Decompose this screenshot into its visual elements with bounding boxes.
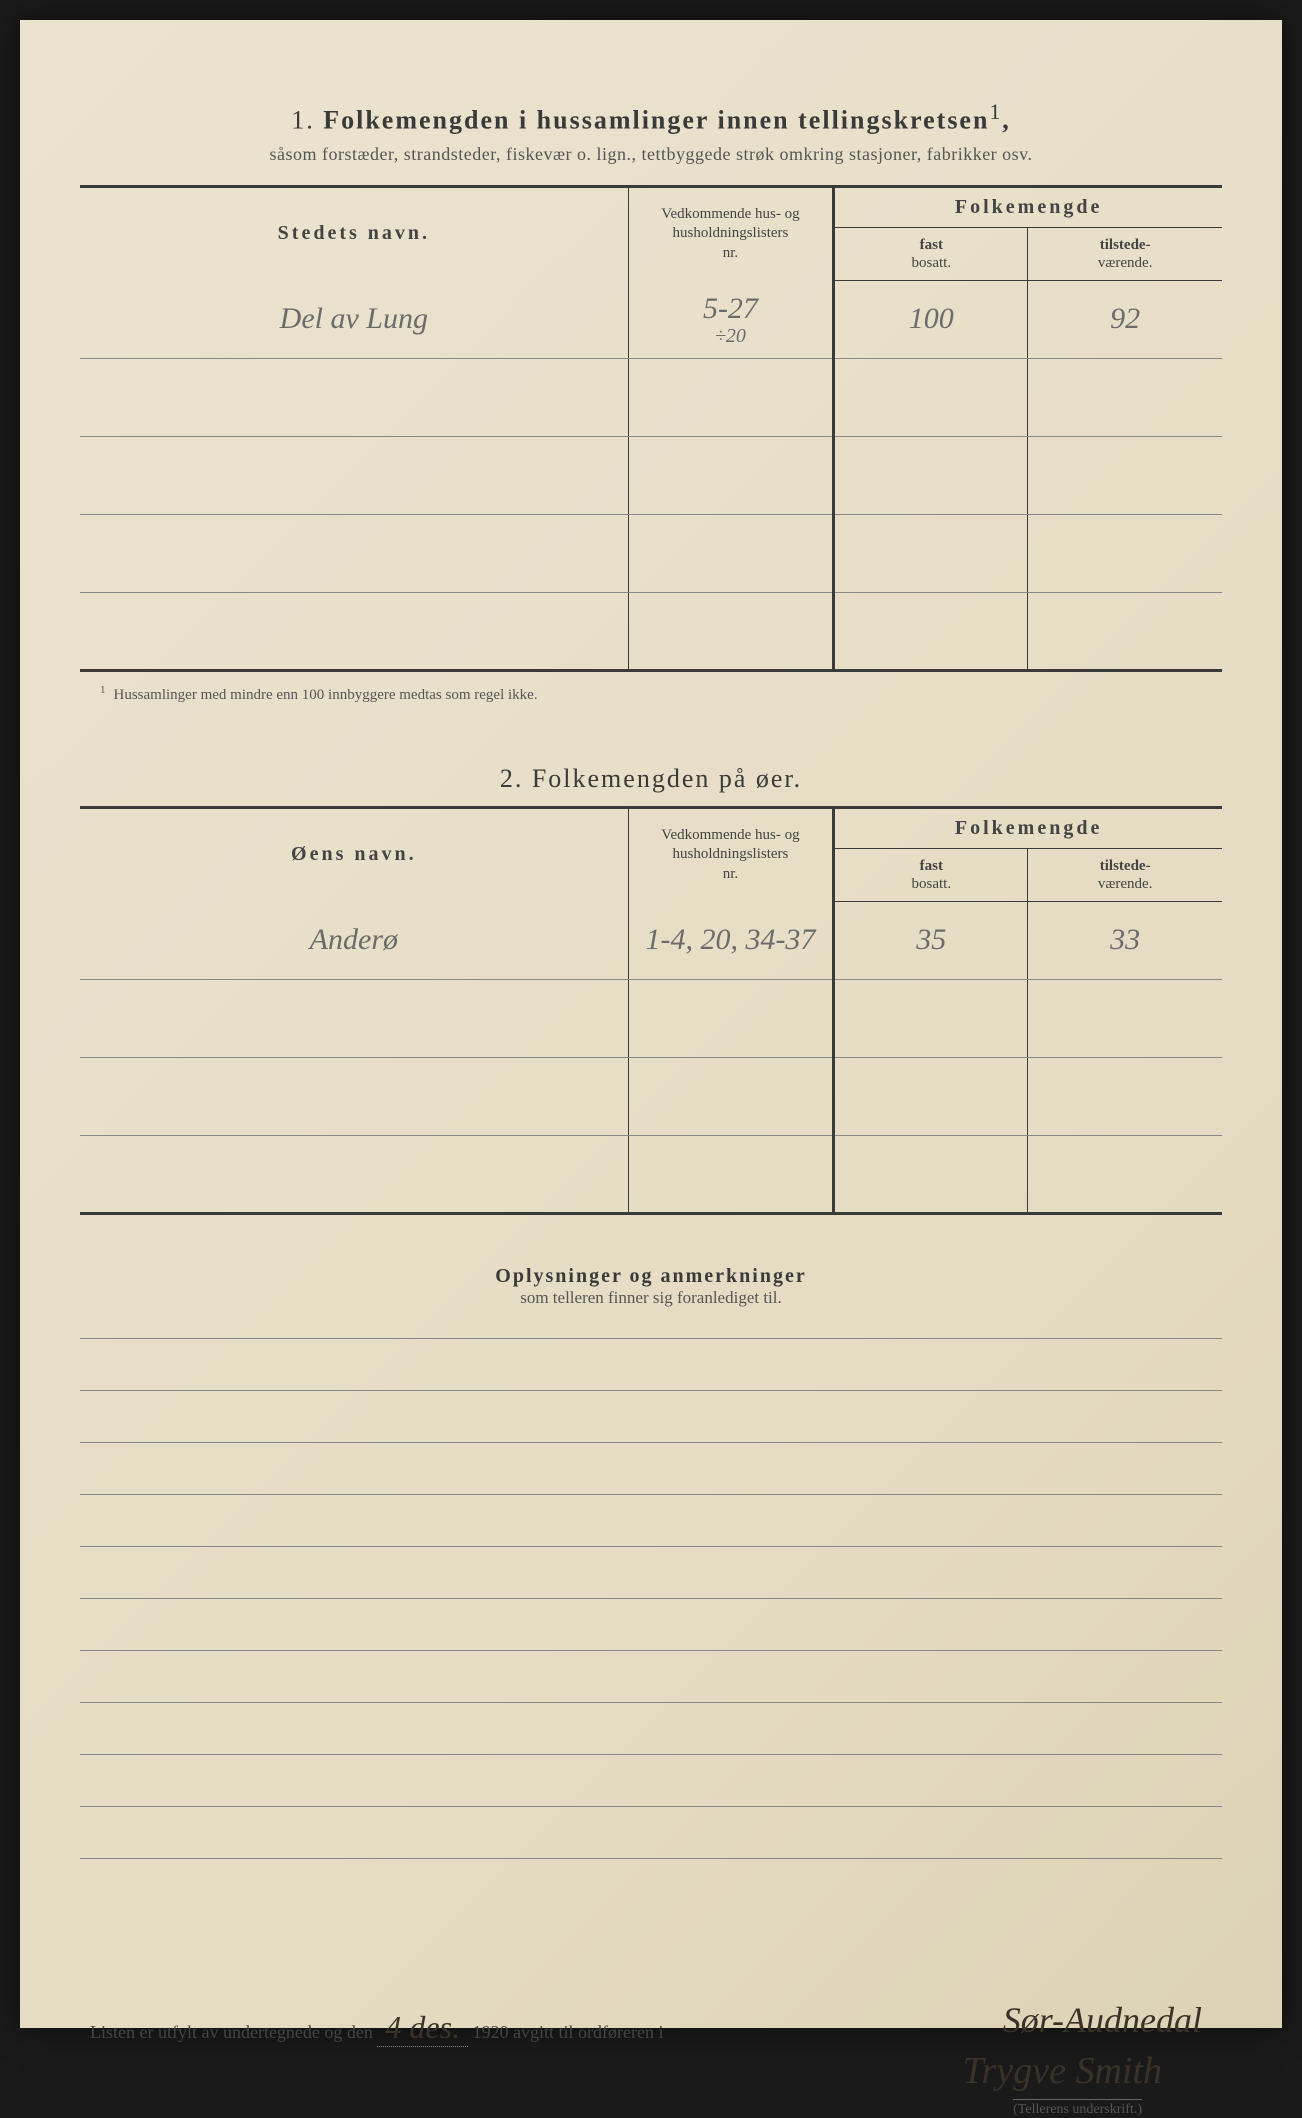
section1-title: 1. Folkemengden i hussamlinger innen tel…: [80, 100, 1222, 136]
header-tilstede: tilstede-værende.: [1028, 227, 1222, 280]
remarks-title: Oplysninger og anmerkninger: [80, 1265, 1222, 1288]
header-fast: fastbosatt.: [834, 227, 1028, 280]
table-row: [80, 514, 1222, 592]
cell-fast: 100: [834, 280, 1028, 358]
sig-prefix: Listen er utfylt av undertegnede og den: [90, 2022, 373, 2042]
table-row: [80, 592, 1222, 670]
header-folkemengde: Folkemengde: [834, 186, 1222, 227]
sig-date: 4 des.: [377, 2009, 468, 2047]
section2-table: Øens navn. Vedkommende hus- og husholdni…: [80, 806, 1222, 1215]
cell-nr: 5-27 ÷20: [628, 280, 834, 358]
section1-subtitle: såsom forstæder, strandsteder, fiskevær …: [80, 144, 1222, 165]
section1-number: 1.: [291, 106, 315, 135]
signature-line: Listen er utfylt av undertegnede og den …: [80, 2009, 1222, 2047]
section1-title-sup: 1: [989, 100, 1002, 124]
section2-number: 2.: [500, 764, 524, 793]
header-tilstede: tilstede-værende.: [1028, 848, 1222, 901]
section2-title-text: Folkemengden på øer.: [532, 764, 802, 793]
table-row: [80, 979, 1222, 1057]
cell-name: Anderø: [80, 901, 628, 979]
cell-fast: 35: [834, 901, 1028, 979]
header-name: Stedets navn.: [80, 186, 628, 280]
cell-tilst: 92: [1028, 280, 1222, 358]
section1-footnote: 1Hussamlinger med mindre enn 100 innbygg…: [80, 684, 1222, 704]
section2-title: 2. Folkemengden på øer.: [80, 764, 1222, 794]
cell-nr: 1-4, 20, 34-37: [628, 901, 834, 979]
sig-name: Trygve Smith: [963, 2049, 1162, 2093]
header-nr: Vedkommende hus- og husholdningslisters …: [628, 807, 834, 901]
sig-caption: (Tellerens underskrift.): [1013, 2099, 1142, 2118]
remarks-subtitle: som telleren finner sig foranlediget til…: [80, 1288, 1222, 1308]
header-nr: Vedkommende hus- og husholdningslisters …: [628, 186, 834, 280]
sig-mid: 1920 avgitt til ordføreren i: [473, 2022, 664, 2042]
sig-location: Sør-Audnedal: [1003, 1999, 1202, 2041]
table-row: [80, 436, 1222, 514]
census-form-page: 1. Folkemengden i hussamlinger innen tel…: [20, 20, 1282, 2028]
header-fast: fastbosatt.: [834, 848, 1028, 901]
header-folkemengde: Folkemengde: [834, 807, 1222, 848]
section1-title-text: Folkemengden i hussamlinger innen tellin…: [323, 106, 989, 135]
cell-name: Del av Lung: [80, 280, 628, 358]
remarks-lines: [80, 1338, 1222, 1859]
table-row: [80, 1135, 1222, 1213]
section1-table: Stedets navn. Vedkommende hus- og hushol…: [80, 185, 1222, 672]
table-row: [80, 1057, 1222, 1135]
table-row: Del av Lung 5-27 ÷20 100 92: [80, 280, 1222, 358]
cell-tilst: 33: [1028, 901, 1222, 979]
table-row: Anderø 1-4, 20, 34-37 35 33: [80, 901, 1222, 979]
table-row: [80, 358, 1222, 436]
header-name: Øens navn.: [80, 807, 628, 901]
